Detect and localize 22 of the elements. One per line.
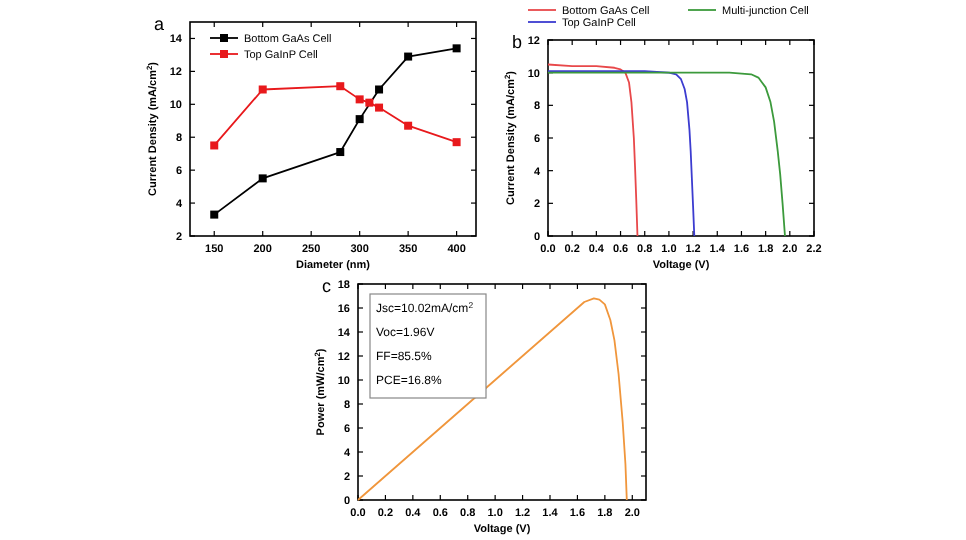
- point: [365, 98, 374, 107]
- line-series: [547, 70, 696, 237]
- point: [452, 138, 461, 147]
- point: [258, 174, 267, 183]
- point: [375, 103, 384, 112]
- line-series: [547, 71, 786, 237]
- point: [258, 85, 267, 94]
- point: [375, 85, 384, 94]
- point: [336, 82, 345, 91]
- chart-title: a: [154, 14, 165, 34]
- chart-title: b: [512, 32, 523, 52]
- chart-title: c: [322, 276, 332, 296]
- point: [210, 141, 219, 150]
- point: [336, 148, 345, 157]
- point: [404, 121, 413, 130]
- point: [355, 115, 364, 124]
- point: [210, 210, 219, 219]
- point: [404, 52, 413, 61]
- line-series: [357, 297, 628, 501]
- line-series: [547, 63, 639, 237]
- point: [452, 44, 461, 53]
- point: [355, 95, 364, 104]
